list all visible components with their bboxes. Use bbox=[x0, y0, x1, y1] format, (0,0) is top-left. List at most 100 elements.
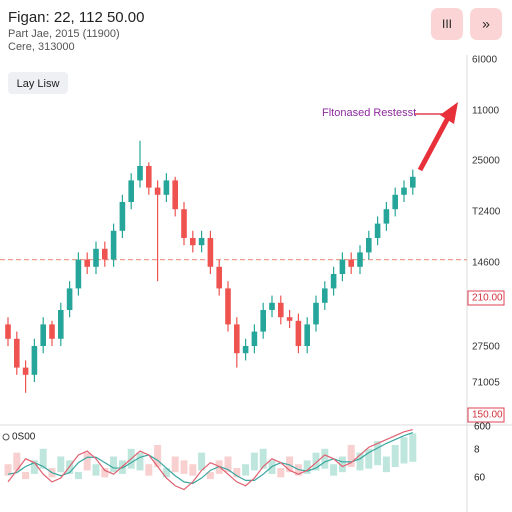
toolbar-button-label[interactable]: III bbox=[442, 17, 452, 31]
candle-body bbox=[84, 259, 90, 267]
volume-bar bbox=[83, 452, 91, 471]
volume-bar bbox=[101, 468, 109, 478]
candle-body bbox=[260, 310, 266, 332]
price-label: 71005 bbox=[472, 378, 500, 389]
annotation: Fltonased Restesst bbox=[322, 107, 416, 119]
title: Figan: 22, 112 50.00 bbox=[8, 9, 145, 26]
candle-body bbox=[304, 324, 310, 346]
candle-body bbox=[181, 209, 187, 238]
candle-body bbox=[58, 310, 64, 339]
volume-bar bbox=[110, 456, 118, 473]
volume-bar bbox=[303, 460, 311, 474]
volume-bar bbox=[154, 444, 162, 467]
candle-body bbox=[93, 248, 99, 267]
toolbar-button-label[interactable]: » bbox=[482, 16, 490, 32]
price-label: 27500 bbox=[472, 342, 500, 353]
candle-body bbox=[119, 202, 126, 231]
candle-body bbox=[348, 259, 354, 267]
candle-body bbox=[286, 317, 293, 321]
price-label-box bbox=[467, 290, 505, 306]
volume-bar bbox=[145, 464, 153, 476]
volume-bar bbox=[92, 464, 100, 476]
volume-bar bbox=[242, 464, 250, 476]
volume-bar bbox=[382, 456, 390, 473]
candle-body bbox=[146, 166, 152, 188]
volume-bar bbox=[171, 456, 179, 473]
candle-body bbox=[128, 180, 134, 202]
oscillator-line bbox=[7, 432, 413, 485]
view-button[interactable] bbox=[8, 72, 68, 94]
volume-bar bbox=[250, 452, 258, 471]
candle-body bbox=[66, 288, 73, 310]
oscillator-line bbox=[7, 428, 413, 491]
volume-bar bbox=[198, 452, 206, 471]
candle-body bbox=[313, 302, 319, 325]
candle-body bbox=[198, 238, 205, 246]
candle-body bbox=[207, 238, 214, 267]
subtitle: Part Jae, 2015 (11900) bbox=[8, 28, 120, 40]
candle-body bbox=[5, 324, 11, 339]
candle-body bbox=[75, 259, 82, 289]
volume-bar bbox=[391, 444, 399, 467]
candle-body bbox=[357, 252, 363, 267]
candle-body bbox=[234, 324, 240, 354]
volume-bar bbox=[365, 448, 373, 469]
candle-body bbox=[14, 338, 20, 368]
candle-body bbox=[172, 180, 178, 210]
volume-bar bbox=[400, 437, 408, 464]
candle-body bbox=[392, 194, 398, 210]
price-label-box bbox=[467, 407, 505, 423]
candle-body bbox=[269, 302, 275, 310]
toolbar-button[interactable] bbox=[470, 8, 502, 40]
indicator-axis-label: 8 bbox=[474, 445, 480, 456]
toolbar-button[interactable] bbox=[431, 8, 463, 40]
volume-bar bbox=[338, 456, 346, 473]
indicator-label: 0S00 bbox=[12, 432, 36, 443]
volume-bar bbox=[39, 448, 47, 469]
candle-body bbox=[401, 187, 407, 195]
view-button-label[interactable]: Lay Lisw bbox=[17, 78, 60, 90]
candle-body bbox=[295, 320, 302, 346]
candle-body bbox=[22, 367, 29, 375]
volume-bar bbox=[224, 456, 232, 473]
volume-bar bbox=[189, 464, 197, 476]
candle-body bbox=[102, 248, 108, 260]
price-label: 6I000 bbox=[472, 55, 497, 66]
candle-body bbox=[366, 238, 372, 253]
volume-bar bbox=[22, 471, 30, 480]
volume-bar bbox=[30, 460, 38, 474]
price-label: 25000 bbox=[472, 156, 500, 167]
trend-arrow-head bbox=[440, 102, 458, 124]
volume-bar bbox=[4, 464, 12, 476]
candle-body bbox=[154, 187, 161, 195]
volume-bar bbox=[162, 468, 170, 478]
candle-body bbox=[339, 259, 346, 274]
volume-bar bbox=[347, 444, 355, 467]
candle-body bbox=[216, 266, 222, 289]
volume-bar bbox=[409, 433, 417, 462]
volume-bar bbox=[330, 464, 338, 476]
volume-bar bbox=[180, 460, 188, 474]
volume-bar bbox=[233, 468, 241, 478]
candle-body bbox=[278, 302, 284, 318]
candle-body bbox=[322, 288, 328, 303]
indicator-axis-label: 60 bbox=[474, 473, 486, 484]
price-label: 11000 bbox=[472, 106, 500, 117]
volume-bar bbox=[286, 456, 294, 473]
price-label: 210.00 bbox=[472, 293, 503, 304]
volume-bar bbox=[312, 452, 320, 471]
volume-bar bbox=[57, 456, 65, 473]
candle-body bbox=[410, 176, 416, 188]
volume-bar bbox=[374, 441, 382, 466]
price-label: 150.00 bbox=[472, 410, 503, 421]
price-label: 14600 bbox=[472, 258, 500, 269]
candle-body bbox=[242, 346, 249, 354]
volume-bar bbox=[321, 448, 329, 469]
candle-body bbox=[374, 223, 381, 238]
volume-bar bbox=[74, 471, 82, 480]
volume-bar bbox=[13, 452, 21, 471]
candle-body bbox=[110, 230, 117, 260]
candle-body bbox=[225, 288, 231, 325]
